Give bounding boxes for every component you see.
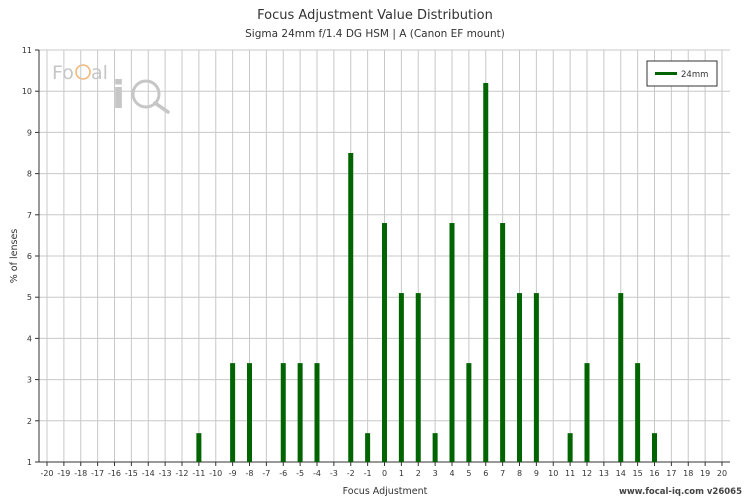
y-tick-label: 2 xyxy=(27,417,32,426)
x-tick-label: -18 xyxy=(74,469,87,478)
y-tick-label: 9 xyxy=(27,128,32,137)
bar xyxy=(230,363,236,462)
bar xyxy=(533,293,539,462)
x-tick-label: -16 xyxy=(108,469,121,478)
bar xyxy=(247,363,252,462)
legend: 24mm xyxy=(646,60,718,87)
x-tick-label: -19 xyxy=(57,469,70,478)
x-tick-label: -17 xyxy=(91,469,104,478)
x-tick-label: -14 xyxy=(142,469,155,478)
bar xyxy=(449,223,455,462)
x-tick-label: -9 xyxy=(229,469,237,478)
bar xyxy=(196,433,202,462)
y-tick-label: 4 xyxy=(27,334,32,343)
x-tick-label: 5 xyxy=(466,469,471,478)
x-axis-label: Focus Adjustment xyxy=(343,486,428,497)
logo-i-letter: i xyxy=(112,73,125,117)
x-tick-label: -13 xyxy=(159,469,172,478)
bar xyxy=(280,363,286,462)
x-tick-label: -20 xyxy=(40,469,53,478)
grid-lines xyxy=(39,49,730,462)
x-tick-label: 14 xyxy=(616,469,626,478)
x-tick-label: -12 xyxy=(175,469,188,478)
x-tick-label: 9 xyxy=(534,469,539,478)
y-tick-label: 6 xyxy=(27,252,32,261)
x-tick-label: -2 xyxy=(347,469,355,478)
x-tick-labels: -20 -19 -18 -17 -16 -15 -14 -13 -12 -11 -10 -9 -8 -7-… xyxy=(40,469,727,478)
bar xyxy=(517,293,522,462)
x-tick-label: 19 xyxy=(700,469,710,478)
x-tick-label: 17 xyxy=(666,469,676,478)
x-tick-label: -11 xyxy=(192,469,205,478)
x-tick-label: -15 xyxy=(125,469,138,478)
bar xyxy=(382,223,387,462)
x-tick-label: 1 xyxy=(399,469,404,478)
x-tick-label: 4 xyxy=(449,469,454,478)
bar xyxy=(365,433,371,462)
x-tick-label: -8 xyxy=(246,469,254,478)
x-tick-label: 12 xyxy=(582,469,592,478)
bar xyxy=(398,293,404,462)
x-tick-label: -1 xyxy=(364,469,372,478)
magnifier-handle-icon xyxy=(153,101,170,114)
x-tick-label: -3 xyxy=(330,469,338,478)
bars xyxy=(196,82,657,463)
bar xyxy=(297,363,303,462)
chart-title: Focus Adjustment Value Distribution xyxy=(257,8,493,23)
y-tick-label: 11 xyxy=(22,46,32,55)
bar xyxy=(500,223,506,462)
x-tick-label: 10 xyxy=(548,469,558,478)
x-tick-label: 2 xyxy=(416,469,421,478)
y-tick-label: 8 xyxy=(27,170,32,179)
bar xyxy=(567,433,573,462)
y-tick-labels: 1 2 3 4 5 6 7 8 9 10 11 xyxy=(22,46,32,467)
x-tick-label: 0 xyxy=(382,469,387,478)
logo-focal-text: Fo xyxy=(52,62,74,84)
x-tick-label: 7 xyxy=(500,469,505,478)
x-tick-label: -5 xyxy=(296,469,304,478)
y-tick-label: 3 xyxy=(27,376,32,385)
logo-q-ring xyxy=(131,79,161,109)
x-tick-label: 11 xyxy=(565,469,575,478)
x-tick-label: 15 xyxy=(633,469,643,478)
bar xyxy=(483,82,489,463)
svg-text:al: al xyxy=(91,62,108,84)
chart-subtitle: Sigma 24mm f/1.4 DG HSM | A (Canon EF mo… xyxy=(245,28,505,40)
x-tick-label: 18 xyxy=(683,469,693,478)
y-tick-label: 5 xyxy=(27,293,32,302)
focal-iq-logo: Fo al i xyxy=(52,62,170,117)
watermark-text: www.focal-iq.com v26065 xyxy=(618,487,742,497)
y-tick-label: 7 xyxy=(27,211,32,220)
legend-label: 24mm xyxy=(681,70,708,80)
x-tick-label: -7 xyxy=(262,469,270,478)
x-tick-label: 16 xyxy=(649,469,659,478)
bar xyxy=(635,363,641,462)
y-tick-label: 1 xyxy=(27,458,32,467)
y-tick-label: 10 xyxy=(22,87,32,96)
bar xyxy=(314,363,320,462)
bar xyxy=(466,363,472,462)
logo-c-ring xyxy=(75,64,91,80)
x-tick-label: 3 xyxy=(433,469,438,478)
x-tick-label: -6 xyxy=(279,469,287,478)
bar xyxy=(432,433,438,462)
x-tick-label: -10 xyxy=(209,469,222,478)
x-tick-label: 8 xyxy=(517,469,522,478)
x-tick-label: 20 xyxy=(717,469,727,478)
x-tick-label: -4 xyxy=(313,469,321,478)
y-axis-label: % of lenses xyxy=(9,229,20,284)
bar xyxy=(584,363,590,462)
x-tick-label: 6 xyxy=(483,469,488,478)
bar xyxy=(348,153,354,462)
bar xyxy=(415,293,421,462)
bar xyxy=(652,433,657,462)
x-tick-label: 13 xyxy=(599,469,609,478)
bar xyxy=(618,293,624,462)
